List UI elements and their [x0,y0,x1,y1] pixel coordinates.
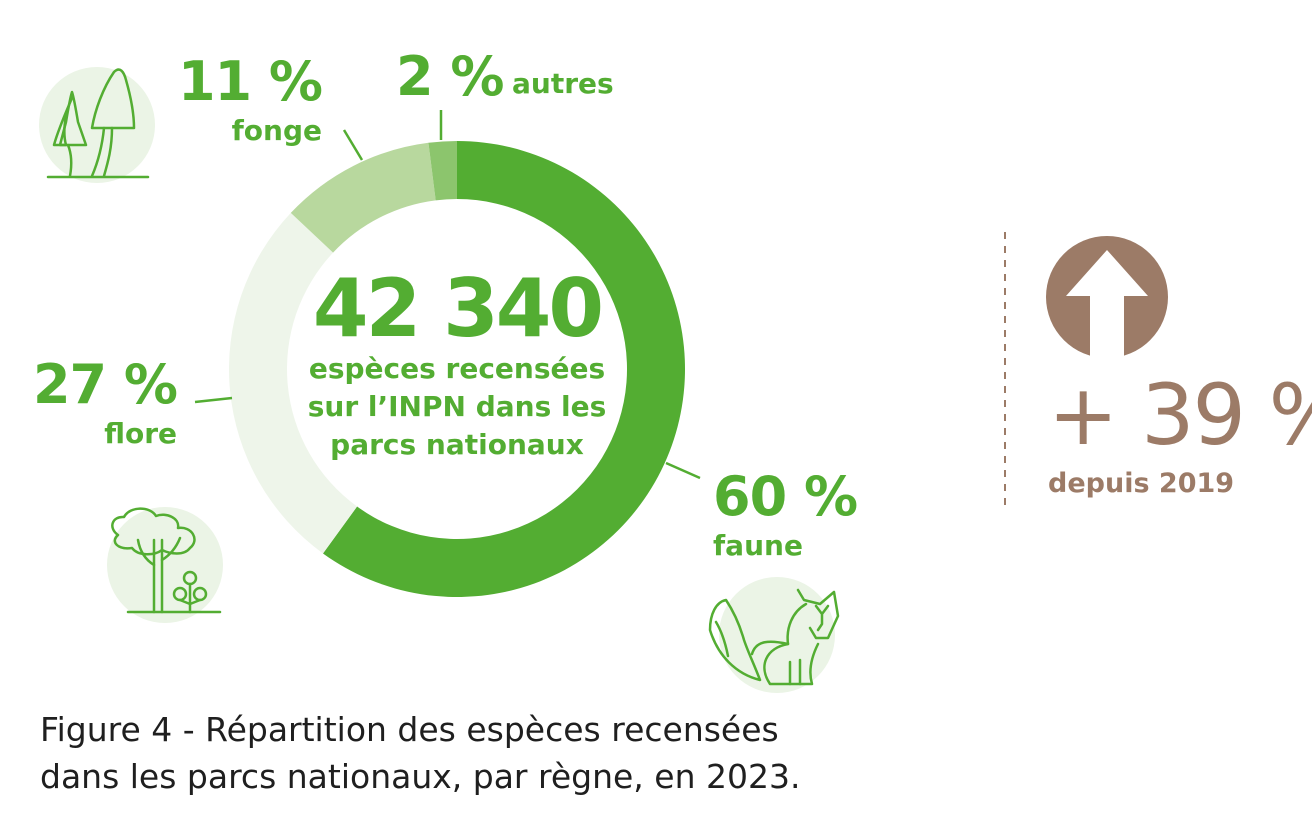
total-species-value: 42 340 [313,262,601,355]
leader-line-flore [194,396,233,404]
growth-value: + 39 % [1048,366,1312,464]
tree-flower-icon [107,507,223,623]
fonge-percent: 11 % [178,50,322,113]
flore-label: flore [104,417,177,450]
faune-label: faune [713,529,803,562]
donut-slice-autres [428,141,457,201]
donut-chart [229,141,686,597]
caption-line-2: dans les parcs nationaux, par règne, en … [40,757,800,796]
mushroom-icon [39,67,155,183]
arrow-up-circle-icon [1046,236,1168,358]
donut-slice-faune [322,141,686,597]
growth-label: depuis 2019 [1048,468,1234,499]
caption-line-1: Figure 4 - Répartition des espèces recen… [40,710,779,749]
donut-slice-flore [229,212,358,554]
donut-slice-fonge [290,142,436,253]
autres-label: autres [512,67,614,100]
autres-percent: 2 % [396,45,503,108]
center-text-line-3: parcs nationaux [330,428,584,461]
faune-percent: 60 % [713,465,857,528]
fonge-label: fonge [232,114,322,147]
center-text-line-1: espèces recensées [309,352,605,385]
leader-line-fonge [342,129,364,161]
flore-percent: 27 % [33,353,177,416]
fox-icon [708,577,840,693]
leader-line-faune [665,461,701,480]
center-text-line-2: sur l’INPN dans les [308,390,606,423]
